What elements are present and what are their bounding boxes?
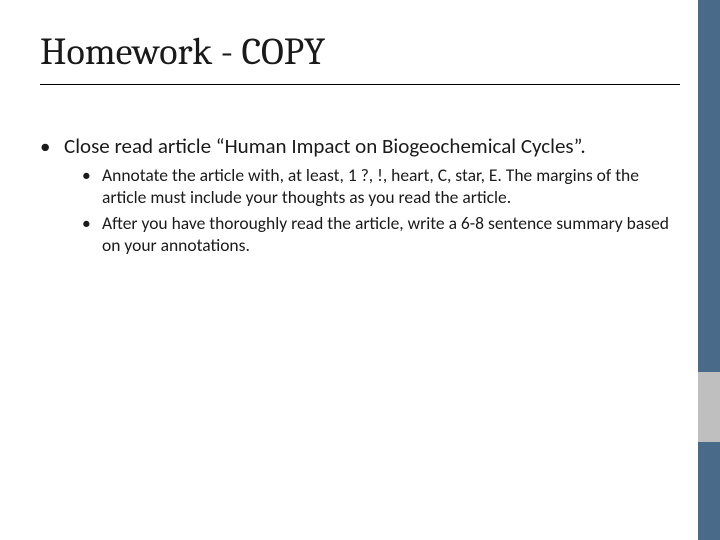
- bullet-level2: • Annotate the article with, at least, 1…: [82, 165, 680, 209]
- sidebar-accent: [698, 0, 720, 540]
- bullet-dot-icon: •: [82, 213, 102, 257]
- bullet-dot-icon: •: [82, 165, 102, 209]
- bullet-text: Close read article “Human Impact on Biog…: [64, 134, 586, 159]
- slide-title: Homework - COPY: [40, 30, 325, 74]
- bullet-dot-icon: •: [40, 134, 64, 159]
- bullet-level2: • After you have thoroughly read the art…: [82, 213, 680, 257]
- sidebar-gray-block: [698, 372, 720, 442]
- title-underline: [40, 84, 680, 85]
- slide-content: • Close read article “Human Impact on Bi…: [40, 134, 680, 261]
- bullet-text: Annotate the article with, at least, 1 ?…: [102, 165, 680, 209]
- sub-bullets: • Annotate the article with, at least, 1…: [82, 165, 680, 257]
- bullet-text: After you have thoroughly read the artic…: [102, 213, 680, 257]
- bullet-level1: • Close read article “Human Impact on Bi…: [40, 134, 680, 159]
